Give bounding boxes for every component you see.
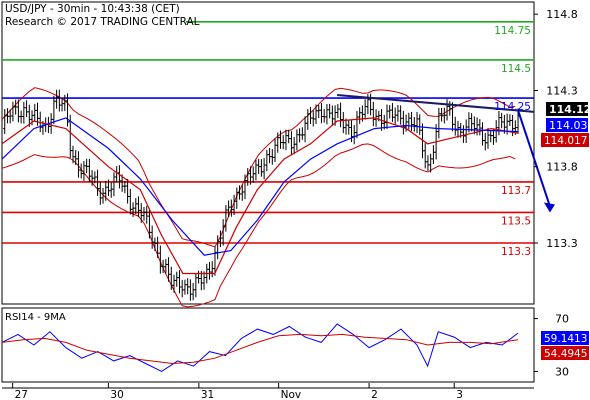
rsi-series-line: [1, 333, 519, 365]
blue-ma-label: 114.03: [549, 119, 588, 132]
price-y-tick-label: 113.8: [546, 161, 578, 174]
x-tick-label: 27: [15, 389, 28, 400]
moving-averages: [1, 117, 519, 275]
level-label-113.5: 113.5: [501, 215, 531, 227]
price-y-tick-label: 114.8: [546, 8, 578, 21]
rsi-value-tag: 59.1413: [541, 331, 589, 345]
price-y-tick-label: 113.3: [546, 237, 578, 250]
blue-moving-average: [1, 117, 519, 256]
price-y-axis: 114.8 114.3 113.8 113.3: [534, 8, 578, 250]
level-label-114.25: 114.25: [494, 101, 531, 113]
rsi-y-tick-label: 70: [555, 313, 569, 326]
price-level-labels: 114.75 114.5 114.25 113.7 113.5 113.3: [494, 25, 531, 258]
rsi-series: [1, 323, 519, 372]
blue-ma-tag: 114.03: [546, 118, 588, 132]
bollinger-lower: [1, 143, 516, 308]
projection-arrow-shaft: [517, 109, 551, 207]
price-bars: [3, 89, 520, 301]
level-label-113.7: 113.7: [501, 185, 531, 197]
price-panel-frame: [1, 1, 535, 305]
resistance-trendline: [337, 94, 535, 113]
bollinger-upper: [1, 87, 516, 248]
current-price-tag: 114.12: [546, 102, 590, 116]
x-axis: 27 30 31 Nov 2 3: [12, 383, 463, 400]
trend-annotations: [337, 94, 555, 213]
x-tick-label: 3: [456, 389, 463, 400]
red-ma-tag: 114.017: [541, 133, 589, 147]
rsi-y-axis: 70 30: [534, 313, 569, 378]
level-label-113.3: 113.3: [501, 246, 531, 258]
rsi-y-tick-label: 30: [555, 365, 569, 378]
rsi-value-label: 59.1413: [544, 333, 587, 345]
chart-research-line: Research © 2017 TRADING CENTRAL: [5, 16, 200, 28]
bollinger-bands: [1, 87, 516, 308]
x-tick-label: Nov: [281, 389, 302, 400]
level-label-114.5: 114.5: [501, 63, 531, 75]
rsi-series-line: [1, 323, 519, 372]
x-tick-label: 2: [371, 389, 378, 400]
price-level-lines: [2, 21, 534, 244]
chart-symbol-title: USD/JPY - 30min - 10:43:38 (CET): [5, 3, 180, 15]
red-ma-label: 114.017: [544, 135, 587, 147]
level-label-114.75: 114.75: [494, 25, 531, 37]
x-tick-label: 30: [110, 389, 123, 400]
red-moving-average: [1, 117, 519, 275]
rsi-ma-value-tag: 54.4945: [541, 346, 589, 360]
rsi-ma-value-label: 54.4945: [544, 348, 587, 360]
rsi-panel-frame: [1, 307, 535, 383]
price-y-tick-label: 114.3: [546, 84, 578, 97]
current-price-label: 114.12: [549, 103, 590, 116]
projection-arrow-head: [543, 202, 555, 213]
rsi-panel-title: RSI14 - 9MA: [5, 312, 66, 323]
x-tick-label: 31: [201, 389, 214, 400]
